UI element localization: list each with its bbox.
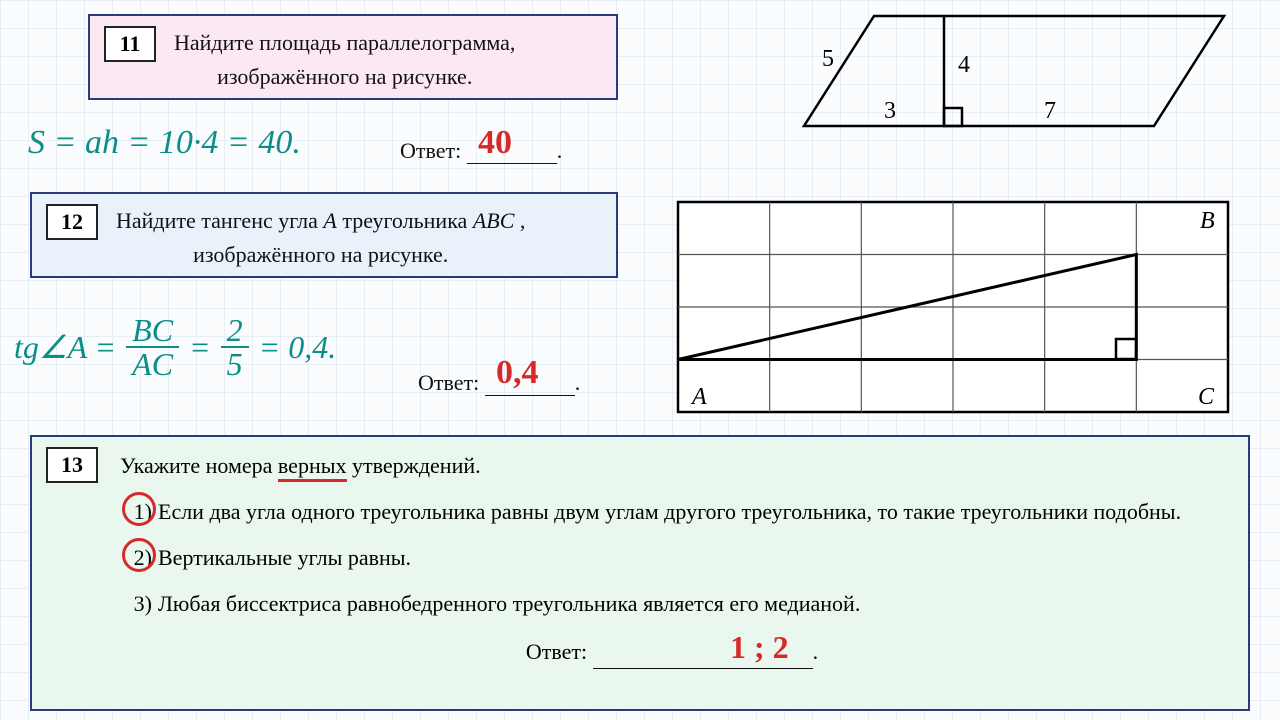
statement-text: Любая биссектриса равнобедренного треуго… xyxy=(158,587,1224,621)
problem-12-answer-value: 0,4 xyxy=(496,354,539,392)
svg-text:7: 7 xyxy=(1044,98,1056,124)
parallelogram-diagram: 5 4 3 7 xyxy=(794,6,1234,136)
problem-11-text: Найдите площадь параллелограмма, изображ… xyxy=(174,26,515,94)
triangle-grid-diagram: A B C xyxy=(668,192,1238,422)
svg-text:4: 4 xyxy=(958,52,970,78)
problem-11-line2: изображённого на рисунке. xyxy=(174,60,515,94)
statement-number: 2) xyxy=(120,541,158,575)
problem-12-line1: Найдите тангенс угла A треугольника ABC … xyxy=(116,204,525,238)
problem-11-answer-value: 40 xyxy=(478,124,512,162)
circled-marker xyxy=(122,538,156,572)
problem-12-text: Найдите тангенс угла A треугольника ABC … xyxy=(116,204,525,272)
problem-13-body: Укажите номера верных утверждений. 1)Есл… xyxy=(116,447,1234,669)
problem-11-number: 11 xyxy=(104,26,156,62)
problem-12-work: tg∠A = BC AC = 2 5 = 0,4. xyxy=(14,314,336,380)
problem-13-number: 13 xyxy=(46,447,98,483)
svg-text:A: A xyxy=(690,384,707,410)
statement-row: 3)Любая биссектриса равнобедренного треу… xyxy=(120,587,1224,621)
problem-13-answer-row: Ответ: . 1 ; 2 xyxy=(120,635,1224,669)
problem-12-box: 12 Найдите тангенс угла A треугольника A… xyxy=(30,192,618,278)
svg-text:C: C xyxy=(1198,384,1215,410)
svg-text:5: 5 xyxy=(822,46,834,72)
problem-13-statements: 1)Если два угла одного треугольника равн… xyxy=(120,495,1224,621)
problem-11-box: 11 Найдите площадь параллелограмма, изоб… xyxy=(88,14,618,100)
statement-number: 1) xyxy=(120,495,158,529)
statement-row: 2)Вертикальные углы равны. xyxy=(120,541,1224,575)
problem-13-answer-value: 1 ; 2 xyxy=(730,623,789,673)
svg-text:B: B xyxy=(1200,208,1215,234)
statement-number: 3) xyxy=(120,587,158,621)
statement-text: Вертикальные углы равны. xyxy=(158,541,1224,575)
statement-text: Если два угла одного треугольника равны … xyxy=(158,495,1224,529)
problem-12-line2: изображённого на рисунке. xyxy=(116,238,525,272)
svg-text:3: 3 xyxy=(884,98,896,124)
problem-11-work: S = ah = 10·4 = 40. xyxy=(28,124,301,162)
statement-row: 1)Если два угла одного треугольника равн… xyxy=(120,495,1224,529)
problem-12-number: 12 xyxy=(46,204,98,240)
problem-13-box: 13 Укажите номера верных утверждений. 1)… xyxy=(30,435,1250,711)
circled-marker xyxy=(122,492,156,526)
problem-11-line1: Найдите площадь параллелограмма, xyxy=(174,26,515,60)
problem-13-intro: Укажите номера верных утверждений. xyxy=(120,449,1224,483)
